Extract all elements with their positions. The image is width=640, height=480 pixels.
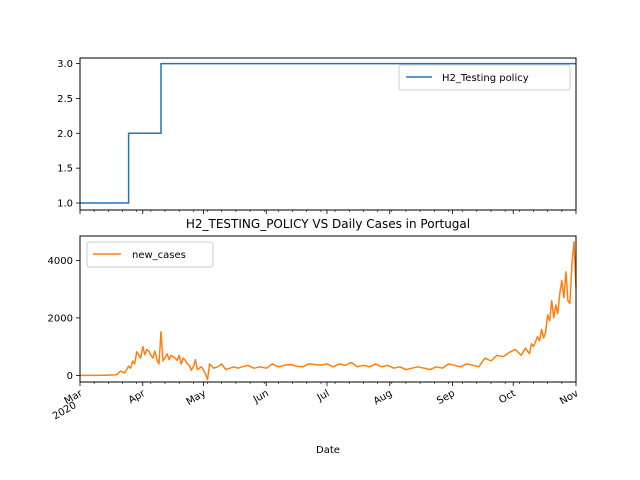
chart-title: H2_TESTING_POLICY VS Daily Cases in Port… xyxy=(186,217,470,231)
top-y-tick-label: 2.5 xyxy=(57,94,73,105)
top-legend: H2_Testing policy xyxy=(398,64,571,91)
top-legend-box xyxy=(398,64,571,91)
top-x-minor-ticks xyxy=(79,210,577,214)
series-line-h2-testing-policy xyxy=(80,62,576,204)
bottom-axes-frame xyxy=(79,235,577,383)
top-axes-frame xyxy=(79,57,577,211)
top-y-tick-label: 2.0 xyxy=(57,129,73,140)
bottom-y-ticks: 0 2000 4000 xyxy=(48,256,80,382)
bottom-legend: new_cases xyxy=(86,241,214,268)
x-axis-title: Date xyxy=(316,445,340,456)
series-line-new-cases xyxy=(80,240,577,381)
bottom-legend-box xyxy=(86,241,214,268)
top-y-tick-label: 3.0 xyxy=(57,59,73,70)
top-y-tick-label: 1.5 xyxy=(57,164,73,175)
bottom-y-tick-label: 0 xyxy=(67,371,73,382)
bottom-y-tick-label: 2000 xyxy=(48,313,73,324)
top-series-layer xyxy=(80,62,576,204)
bottom-series-layer xyxy=(80,240,577,381)
bottom-legend-label: new_cases xyxy=(132,250,186,261)
bottom-y-tick-label: 4000 xyxy=(48,256,73,267)
top-legend-label: H2_Testing policy xyxy=(442,73,529,84)
top-y-tick-label: 1.0 xyxy=(57,199,73,210)
top-subplot: 1.0 1.5 2.0 2.5 3.0 H2_Testing policy xyxy=(57,57,577,214)
top-y-ticks: 1.0 1.5 2.0 2.5 3.0 xyxy=(57,59,80,210)
